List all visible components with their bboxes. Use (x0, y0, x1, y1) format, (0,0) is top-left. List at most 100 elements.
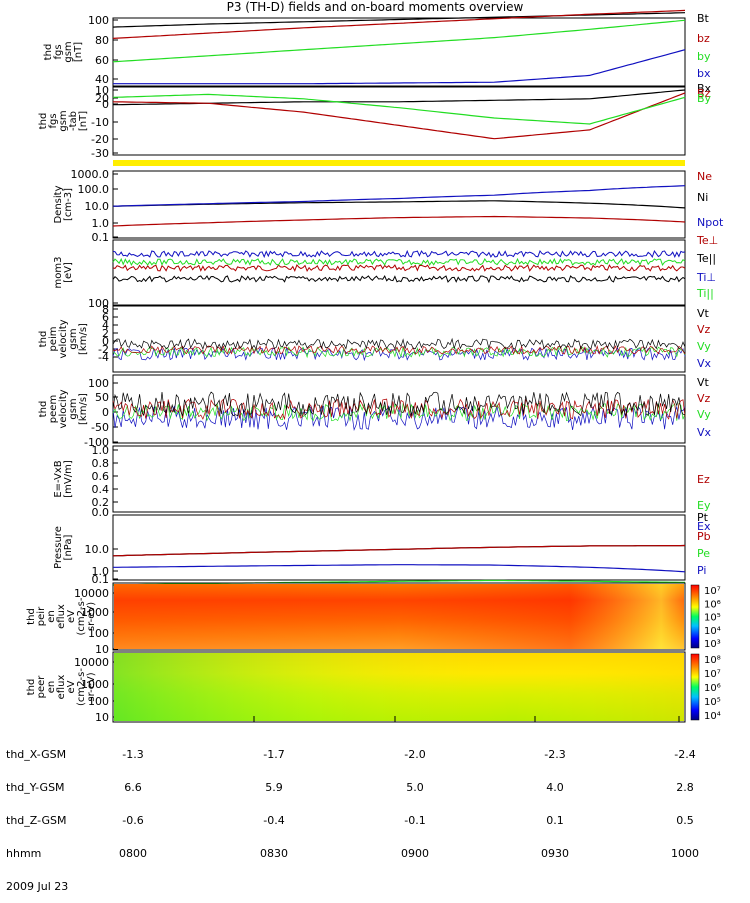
density-ytick-label: 1.0 (92, 217, 110, 230)
ephem-col0-x: -1.3 (122, 748, 144, 761)
peem-velocity-ytick-label: -50 (91, 421, 109, 434)
peim-velocity-frame (112, 305, 686, 373)
ephem-label-z: thd_Z-GSM (6, 814, 67, 827)
peir-spectrogram-ylabel: eV (66, 610, 77, 623)
fgs-mag-ytick-label: 80 (95, 34, 109, 47)
peir-spectrogram-ylabel: peir (36, 606, 47, 626)
peim-velocity-ylabel: [km/s] (78, 323, 89, 355)
peir-spectrogram-ytick-label: 10 (95, 643, 109, 656)
date-label: 2009 Jul 23 (6, 880, 69, 893)
efield-legend-ey: Ey (697, 499, 711, 512)
ephem-col1-time: 0830 (260, 847, 288, 860)
efield-ytick-label: 0.8 (92, 457, 110, 470)
fgs-mag-series-bz (112, 9, 686, 39)
fgs-mag-frame (112, 17, 686, 87)
density-ytick-label: 0.1 (92, 231, 110, 244)
chart-title: P3 (TH-D) fields and on-board moments ov… (226, 0, 524, 14)
pressure-ytick-label: 10.0 (85, 543, 110, 556)
peer-spectrogram-image-overlay (114, 653, 684, 721)
ephem-col4-time: 1000 (671, 847, 699, 860)
efield-ylabel: [mV/m] (63, 460, 74, 498)
fgs-comp-legend-by: By (697, 92, 712, 105)
peer-spectrogram-ylabel: eV (66, 680, 77, 693)
fgs-mag-legend-bt: Bt (697, 12, 710, 25)
fgs-comp-ylabel: thd (38, 113, 49, 130)
peir-spectrogram-ylabel: thd (26, 608, 37, 625)
fgs-comp-ylabel: fgs (48, 113, 59, 128)
efield-legend-ez: Ez (697, 473, 710, 486)
fgs-mag-ylabel: [nT] (73, 42, 84, 62)
density-legend-ni: Ni (697, 191, 708, 204)
ephem-col3-x: -2.3 (544, 748, 566, 761)
density-series-ne (112, 215, 686, 227)
temperature-legend-ti⊥: Ti⊥ (696, 271, 716, 284)
peim-velocity-ytick-label: 6 (102, 311, 109, 324)
peim-velocity-ytick-label: 0 (102, 335, 109, 348)
peem-velocity-legend-vy: Vy (697, 408, 711, 421)
efield-frame (112, 445, 686, 513)
peem-velocity-legend-vt: Vt (697, 376, 710, 389)
peem-velocity-legend-vz: Vz (697, 392, 711, 405)
peim-velocity-ylabel: peim (48, 326, 59, 351)
peir-spectrogram-colorbar-tick: 10⁵ (704, 613, 721, 624)
temperature-legend-ti||: Ti|| (696, 287, 714, 300)
fgs-mag-ytick-label: 40 (95, 73, 109, 86)
fgs-mag-ytick-label: 20 (95, 92, 109, 105)
peer-spectrogram-ylabel: sr-eV) (86, 672, 97, 701)
peer-spectrogram-colorbar-tick: 10⁷ (704, 669, 721, 680)
efield-ylabel: E=-VxB (53, 460, 64, 497)
peer-spectrogram-colorbar-tick: 10⁸ (704, 655, 721, 666)
temperature-legend-te⊥: Te⊥ (696, 234, 718, 247)
fgs-mag-ylabel: thd (43, 44, 54, 61)
peer-spectrogram-colorbar (690, 653, 700, 721)
temperature-series-te⊥ (112, 264, 686, 273)
ephem-col3-z: 0.1 (546, 814, 564, 827)
fgs-mag-series-bx (113, 49, 686, 85)
peir-spectrogram-colorbar-tick: 10³ (704, 639, 721, 650)
fgs-comp-frame (112, 86, 686, 156)
fgs-mag-ytick-label: 60 (95, 54, 109, 67)
peer-spectrogram-ylabel: en (46, 681, 57, 694)
ephem-col3-y: 4.0 (546, 781, 564, 794)
ephem-label-y: thd_Y-GSM (6, 781, 65, 794)
density-legend-npot: Npot (697, 216, 724, 229)
peem-velocity-series-vy (112, 402, 686, 422)
peem-velocity-ytick-label: -100 (84, 436, 109, 449)
efield-ytick-label: 0.0 (92, 506, 110, 519)
ephem-col2-z: -0.1 (404, 814, 426, 827)
peir-spectrogram-colorbar-tick: 10⁷ (704, 586, 721, 597)
peem-velocity-ytick-label: 100 (88, 377, 109, 390)
fgs-comp-ytick-label: 10 (95, 84, 109, 97)
ephem-col4-x: -2.4 (674, 748, 696, 761)
peem-velocity-ytick-label: 0 (102, 406, 109, 419)
density-series-npot (112, 185, 686, 207)
peir-spectrogram-image-overlay (114, 584, 684, 649)
ephem-col1-y: 5.9 (265, 781, 283, 794)
pressure-legend-pt: Pt (697, 511, 709, 524)
peem-velocity-ylabel: gsm (68, 398, 79, 419)
peer-spectrogram-ylabel: eflux (56, 675, 67, 700)
peem-velocity-ylabel: thd (38, 401, 49, 418)
ephem-col3-time: 0930 (541, 847, 569, 860)
density-ytick-label: 100.0 (78, 183, 110, 196)
peer-spectrogram-ylabel: (cm2-s- (76, 668, 87, 706)
pressure-ytick-label: 0.1 (92, 573, 110, 586)
peir-spectrogram-ylabel: (cm2-s- (76, 597, 87, 635)
density-ytick-label: 10.0 (85, 200, 110, 213)
peem-velocity-ytick-label: 50 (95, 391, 109, 404)
peem-velocity-ylabel: [km/s] (78, 393, 89, 425)
fgs-comp-ylabel: [nT] (78, 111, 89, 131)
peim-velocity-ytick-label: 4 (102, 319, 109, 332)
ephem-col0-time: 0800 (119, 847, 147, 860)
efield-ytick-label: 0.2 (92, 496, 110, 509)
peem-velocity-legend-vx: Vx (697, 426, 712, 439)
ephem-col1-z: -0.4 (263, 814, 285, 827)
peer-spectrogram-colorbar-tick: 10⁴ (704, 711, 721, 722)
temperature-frame (112, 239, 686, 306)
pressure-series-pi (113, 564, 686, 573)
peir-spectrogram-ytick-label: 10000 (74, 587, 109, 600)
pressure-legend-pi: Pi (697, 564, 706, 577)
fgs-comp-ytick-label: 0 (102, 98, 109, 111)
peim-velocity-legend-vx: Vx (697, 357, 712, 370)
fgs-comp-series-bz (112, 92, 686, 140)
